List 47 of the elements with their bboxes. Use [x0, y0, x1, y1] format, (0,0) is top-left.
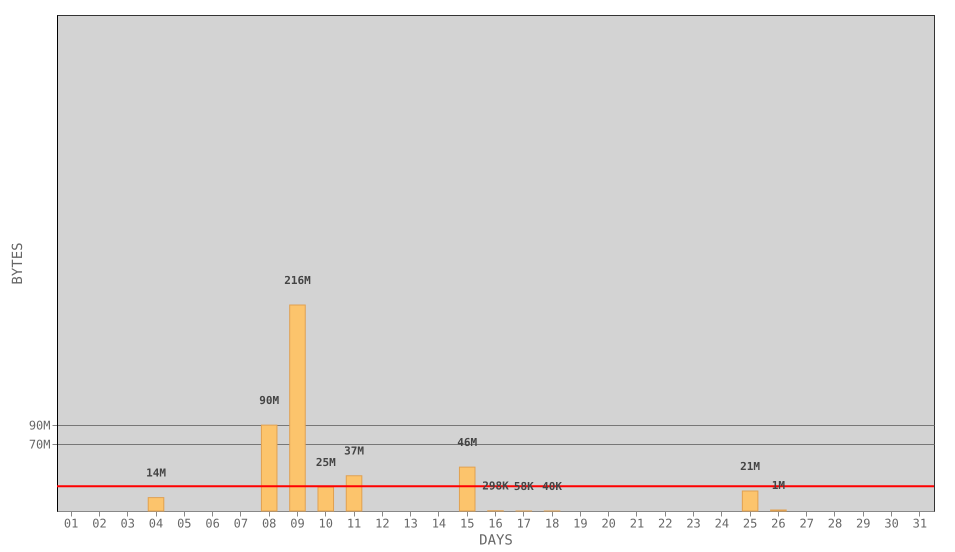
x-tick-label: 26	[771, 516, 786, 530]
x-tick-label: 07	[234, 516, 248, 530]
x-tick-label: 04	[148, 516, 164, 530]
x-tick-label: 16	[488, 516, 503, 530]
x-tick-label: 03	[120, 516, 135, 530]
y-axis-title: BYTES	[10, 242, 26, 285]
x-tick-label: 30	[884, 516, 899, 530]
x-tick-label: 25	[742, 516, 758, 530]
x-tick-label: 31	[912, 516, 928, 530]
bar	[317, 486, 334, 512]
x-tick-label: 28	[828, 516, 842, 530]
x-tick-label: 23	[686, 516, 701, 530]
x-tick-label: 10	[318, 516, 333, 530]
x-tick-label: 15	[460, 516, 474, 530]
x-tick-label: 09	[290, 516, 305, 530]
x-tick-label: 11	[346, 516, 362, 530]
x-tick-label: 01	[64, 516, 78, 530]
x-tick-label: 18	[544, 516, 560, 530]
data-label: 90M	[259, 394, 280, 408]
x-tick-label: 13	[403, 516, 418, 530]
data-label: 216M	[284, 274, 312, 287]
x-tick-label: 17	[516, 516, 532, 530]
data-label: 14M	[146, 466, 166, 480]
x-axis-title: DAYS	[479, 532, 513, 548]
bar	[346, 475, 362, 512]
bar	[458, 466, 476, 512]
x-tick-label: 02	[92, 516, 107, 530]
x-tick-label: 24	[714, 516, 730, 530]
x-tick-label: 08	[262, 516, 276, 530]
x-tick-label: 22	[658, 516, 672, 530]
bar	[148, 497, 164, 512]
bar	[289, 304, 306, 512]
data-label: 37M	[344, 444, 364, 458]
data-label: 21M	[740, 460, 760, 473]
x-tick-label: 05	[177, 516, 192, 530]
bar	[260, 424, 278, 512]
x-tick-label: 27	[799, 516, 814, 530]
x-tick-label: 06	[205, 516, 220, 530]
x-tick-label: 12	[375, 516, 390, 530]
data-label: 25M	[316, 456, 336, 470]
x-tick-label: 14	[432, 516, 446, 530]
x-tick-label: 29	[856, 516, 870, 530]
x-tick-label: 20	[601, 516, 616, 530]
bar	[742, 490, 758, 512]
y-tick-label: 70M	[28, 438, 50, 452]
x-tick-label: 21	[630, 516, 644, 530]
x-tick-label: 19	[573, 516, 588, 530]
